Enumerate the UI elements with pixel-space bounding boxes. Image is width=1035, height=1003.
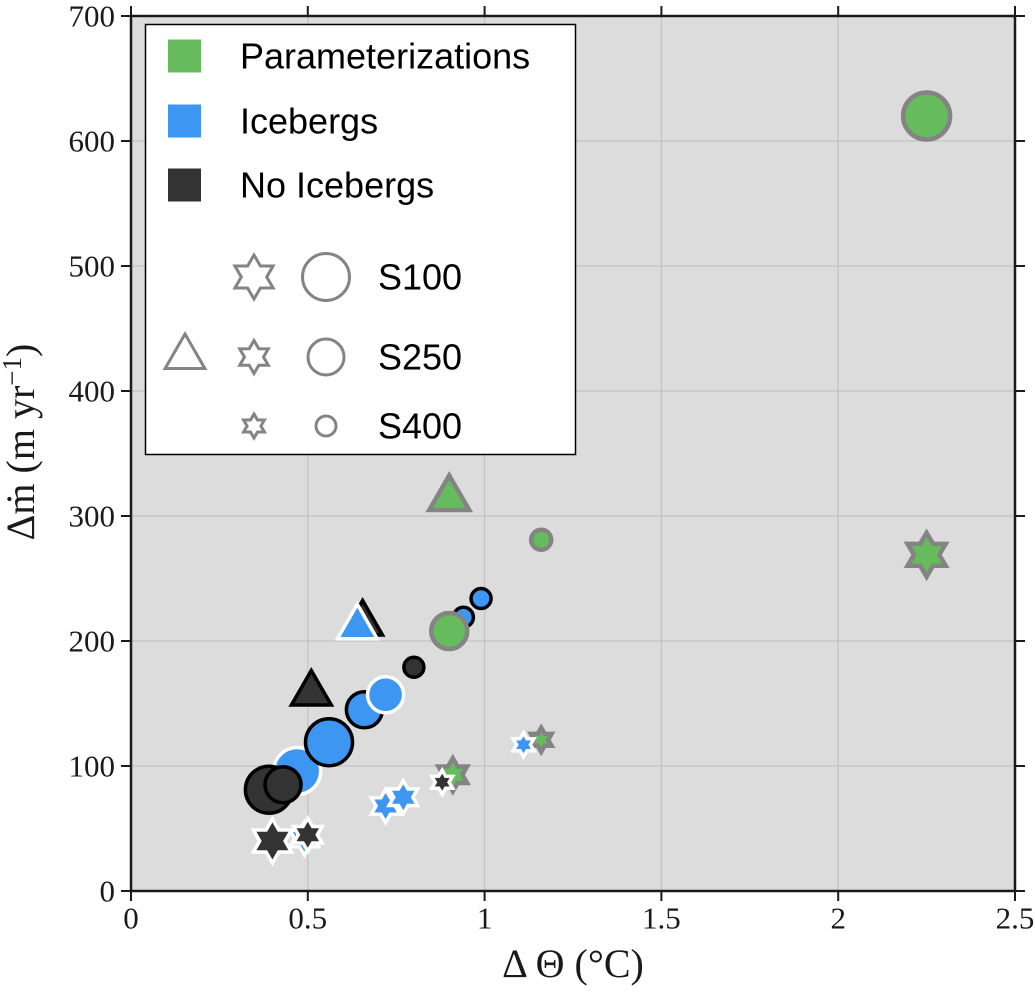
marker-star-parameterizations-s400: [526, 723, 556, 757]
y-tick-label: 500: [69, 249, 116, 284]
legend: Parameterizations Icebergs No Icebergs S…: [144, 23, 577, 456]
marker-star-no-icebergs-s100: [250, 815, 295, 867]
legend-swatch-parameterizations: [168, 39, 201, 73]
marker-circle-icebergs-s250: [365, 675, 406, 715]
legend-swatch-icebergs: [168, 104, 201, 138]
y-axis-label-close: ): [0, 344, 43, 357]
legend-marker-circle-s400: [314, 414, 338, 438]
legend-label-s400: S400: [378, 406, 462, 447]
legend-box: [144, 23, 577, 456]
y-axis-label-main: Δṁ (m yr: [0, 386, 43, 541]
x-tick-label: 0.5: [288, 900, 327, 935]
x-tick-label: 0: [123, 900, 139, 935]
x-tick-label: 2.5: [996, 900, 1035, 935]
marker-circle-no-icebergs-s250: [263, 765, 303, 805]
marker-triangle-parameterizations-s250: [425, 471, 474, 513]
marker-circle-no-icebergs-s400: [402, 655, 426, 679]
legend-marker-circle-s100: [301, 252, 351, 302]
legend-marker-triangle-s250: [162, 330, 208, 370]
marker-star-parameterizations-s100: [903, 528, 950, 582]
x-axis-label: Δ Θ (°C): [502, 941, 644, 986]
marker-star-no-icebergs-s250: [290, 814, 326, 855]
y-tick-label: 600: [69, 124, 116, 159]
marker-star-icebergs-s400: [510, 729, 537, 761]
marker-triangle-no-icebergs-s250: [288, 667, 335, 707]
marker-star-icebergs-s250: [385, 777, 421, 818]
x-tick-label: 2: [830, 900, 846, 935]
legend-marker-star-s250: [237, 337, 271, 377]
data-markers: [243, 90, 953, 867]
legend-label-parameterizations: Parameterizations: [240, 36, 530, 77]
legend-marker-star-s400: [240, 411, 268, 441]
x-tick-label: 1: [477, 900, 493, 935]
legend-label-no-icebergs: No Icebergs: [240, 165, 434, 206]
legend-label-icebergs: Icebergs: [240, 101, 378, 142]
marker-circle-icebergs-s400: [469, 586, 493, 611]
y-axis-label: Δṁ (m yr−1): [0, 344, 43, 541]
y-tick-label: 100: [69, 749, 116, 784]
y-tick-label: 400: [69, 374, 116, 409]
y-tick-label: 700: [69, 0, 116, 34]
legend-swatch-no-icebergs: [168, 168, 201, 202]
legend-size-markers: [162, 252, 351, 441]
marker-circle-parameterizations-s100: [900, 90, 953, 142]
plot-border: [129, 14, 1017, 893]
marker-star-no-icebergs-s400: [428, 766, 456, 798]
y-tick-label: 0: [100, 874, 116, 909]
legend-label-s100: S100: [378, 257, 462, 298]
y-tick-label: 300: [69, 499, 116, 534]
marker-circle-icebergs-s100: [303, 717, 355, 768]
x-tick-labels: 0 0.5 1 1.5 2 2.5: [123, 900, 1034, 935]
legend-marker-circle-s250: [306, 337, 346, 377]
axis-ticks: [121, 6, 1025, 901]
y-tick-label: 200: [69, 624, 116, 659]
marker-circle-parameterizations-s250: [428, 610, 470, 652]
legend-marker-star-s100: [232, 252, 276, 302]
marker-circle-parameterizations-s400: [528, 527, 554, 552]
y-tick-labels: 0 100 200 300 400 500 600 700: [69, 0, 116, 909]
x-tick-label: 1.5: [642, 900, 681, 935]
marker-triangle-icebergs-s250: [334, 600, 381, 641]
legend-label-s250: S250: [378, 337, 462, 378]
y-axis-label-superscript: −1: [0, 357, 27, 386]
